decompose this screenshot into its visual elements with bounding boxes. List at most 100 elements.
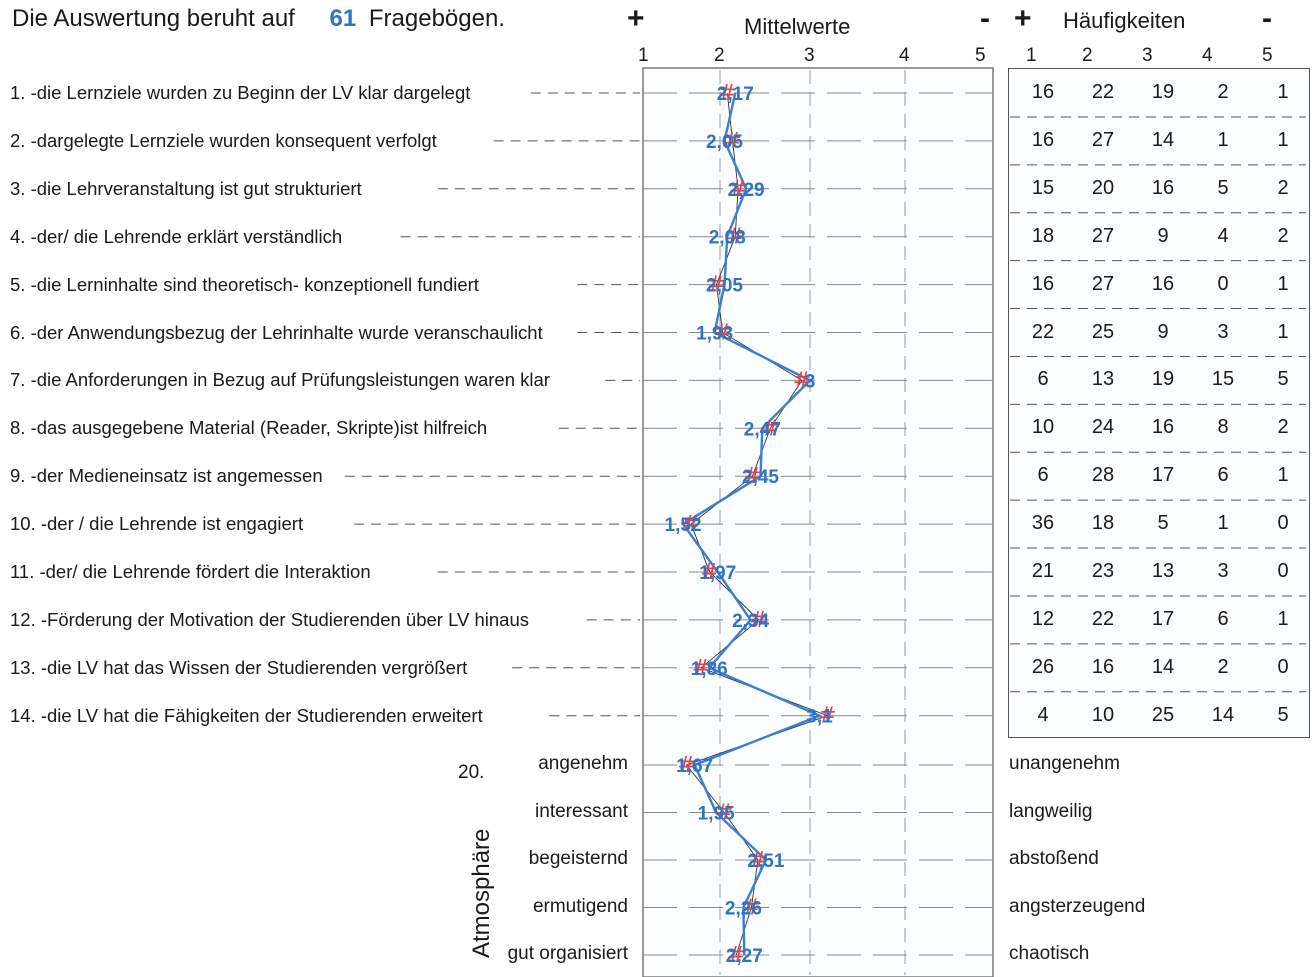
reference-marker: # bbox=[713, 321, 731, 346]
frequency-cell: 6 bbox=[1217, 464, 1229, 487]
mean-value-label: 2,34 bbox=[732, 611, 769, 632]
atmosphere-negative-label: angsterzeugend bbox=[1009, 895, 1146, 917]
frequency-cell: 16 bbox=[1031, 272, 1055, 295]
frequency-cell: 22 bbox=[1091, 81, 1115, 103]
frequency-cell: 16 bbox=[1091, 655, 1115, 678]
frequency-cell: 24 bbox=[1091, 416, 1115, 439]
atmosphere-positive-label: gut organisiert bbox=[507, 943, 628, 964]
frequency-cell: 10 bbox=[1031, 416, 1055, 439]
frequency-cell: 3 bbox=[1217, 320, 1229, 343]
reference-marker: # bbox=[726, 225, 744, 250]
means-minus-sign: - bbox=[980, 2, 990, 35]
frequency-cell: 3 bbox=[1217, 560, 1229, 582]
frequency-cell: 28 bbox=[1091, 464, 1115, 487]
frequency-cell: 6 bbox=[1037, 368, 1049, 391]
frequency-cell: 25 bbox=[1091, 320, 1115, 343]
mean-value-label: 2,26 bbox=[725, 899, 762, 920]
reference-marker: # bbox=[727, 943, 745, 968]
frequency-cell: 2 bbox=[1217, 81, 1229, 103]
frequency-tick-label: 1 bbox=[1026, 45, 1037, 66]
reference-marker: # bbox=[723, 129, 741, 154]
mean-value-label: 2,51 bbox=[747, 851, 784, 872]
frequency-cell: 1 bbox=[1277, 320, 1289, 343]
frequency-cell: 10 bbox=[1091, 703, 1115, 726]
frequency-cell: 13 bbox=[1091, 368, 1115, 391]
frequency-cell: 1 bbox=[1277, 272, 1289, 295]
atmosphere-positive-label: interessant bbox=[535, 800, 628, 822]
frequency-cell: 4 bbox=[1217, 224, 1229, 247]
frequency-cell: 18 bbox=[1031, 224, 1055, 247]
frequency-cell: 14 bbox=[1151, 128, 1175, 151]
frequency-cell: 14 bbox=[1151, 655, 1175, 678]
mean-value-label: 2,47 bbox=[744, 419, 781, 440]
mean-tick-label: 3 bbox=[804, 45, 815, 66]
frequency-cell: 25 bbox=[1151, 703, 1175, 726]
summary-suffix: Fragebögen. bbox=[368, 5, 505, 32]
freq-minus-sign: - bbox=[1262, 2, 1272, 35]
frequency-cell: 17 bbox=[1151, 464, 1175, 487]
frequency-cell: 0 bbox=[1277, 512, 1289, 535]
atmosphere-negative-label: abstoßend bbox=[1009, 848, 1099, 869]
frequency-table bbox=[1008, 68, 1310, 738]
frequency-cell: 5 bbox=[1277, 368, 1289, 391]
frequency-cell: 2 bbox=[1277, 416, 1289, 439]
mean-value-label: 1,93 bbox=[696, 324, 733, 345]
reference-marker: # bbox=[718, 81, 736, 106]
mean-value-label: 1,67 bbox=[676, 756, 713, 777]
frequency-cell: 12 bbox=[1031, 607, 1055, 630]
mean-tick-label: 4 bbox=[899, 45, 910, 66]
frequency-cell: 9 bbox=[1157, 224, 1169, 247]
mean-value-label: 3 bbox=[805, 371, 816, 392]
frequency-cell: 6 bbox=[1037, 464, 1049, 487]
reference-marker: # bbox=[707, 273, 725, 298]
reference-marker: # bbox=[692, 656, 710, 681]
frequency-cell: 16 bbox=[1031, 128, 1055, 151]
frequency-tick-label: 4 bbox=[1202, 45, 1213, 66]
reference-marker: # bbox=[700, 560, 718, 585]
reference-marker: # bbox=[761, 416, 779, 441]
frequency-cell: 14 bbox=[1211, 703, 1235, 726]
freq-plus-sign: + bbox=[1014, 2, 1032, 35]
atmosphere-negative-label: chaotisch bbox=[1009, 943, 1090, 964]
question-label: 14. -die LV hat die Fähigkeiten der Stud… bbox=[10, 704, 483, 726]
atmosphere-positive-label: angenehm bbox=[538, 753, 628, 774]
question-label: 13. -die LV hat das Wissen der Studieren… bbox=[10, 656, 468, 678]
mean-value-label: 1,52 bbox=[665, 515, 702, 536]
question-label: 7. -die Anforderungen in Bezug auf Prüfu… bbox=[10, 369, 550, 391]
reference-marker: # bbox=[749, 848, 767, 873]
mean-value-label: 1,86 bbox=[691, 659, 728, 680]
frequency-tick-label: 5 bbox=[1262, 45, 1273, 66]
mean-value-label: 2,08 bbox=[709, 228, 746, 249]
frequency-cell: 9 bbox=[1157, 320, 1169, 343]
frequency-cell: 27 bbox=[1091, 272, 1115, 295]
atmosphere-negative-label: langweilig bbox=[1009, 800, 1093, 822]
frequency-cell: 1 bbox=[1277, 128, 1289, 151]
frequency-cell: 16 bbox=[1031, 81, 1055, 103]
frequency-cell: 1 bbox=[1277, 81, 1289, 103]
frequency-cell: 17 bbox=[1151, 607, 1175, 630]
reference-marker: # bbox=[818, 704, 836, 729]
reference-marker: # bbox=[729, 177, 747, 202]
mean-value-label: 2,29 bbox=[728, 180, 765, 201]
frequency-cell: 22 bbox=[1091, 607, 1115, 630]
frequency-cell: 1 bbox=[1277, 607, 1289, 630]
frequency-cell: 2 bbox=[1277, 176, 1289, 199]
mean-tick-label: 5 bbox=[975, 45, 986, 66]
mean-value-label: 1,95 bbox=[698, 804, 735, 825]
frequency-cell: 13 bbox=[1151, 560, 1175, 582]
reference-marker: # bbox=[749, 608, 767, 633]
mean-value-label: 2,17 bbox=[717, 84, 754, 105]
frequency-cell: 36 bbox=[1031, 512, 1055, 535]
mean-value-label: 2,27 bbox=[726, 946, 763, 967]
frequency-tick-label: 3 bbox=[1142, 45, 1153, 66]
reference-marker: # bbox=[793, 368, 811, 393]
frequency-cell: 20 bbox=[1091, 176, 1115, 199]
summary-prefix: Die Auswertung beruht auf bbox=[12, 5, 295, 32]
frequency-cell: 4 bbox=[1037, 703, 1049, 726]
frequency-tick-label: 2 bbox=[1082, 45, 1093, 66]
means-title: Mittelwerte bbox=[744, 14, 851, 39]
mean-series-line bbox=[681, 92, 823, 956]
reference-marker: # bbox=[715, 801, 733, 826]
frequency-cell: 6 bbox=[1217, 607, 1229, 630]
mean-value-label: 1,97 bbox=[699, 563, 736, 584]
